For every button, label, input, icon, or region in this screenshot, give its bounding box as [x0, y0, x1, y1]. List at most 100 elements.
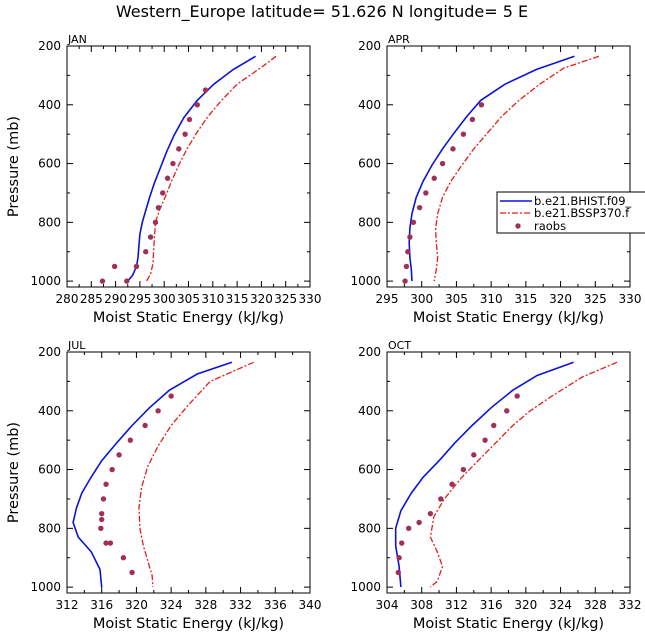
x-tick-label-7: 332: [619, 598, 642, 612]
raobs-point-apr-9: [407, 234, 413, 240]
x-tick-label-0: 280: [56, 292, 79, 306]
raobs-point-jan-2: [186, 116, 193, 123]
raobs-point-jul-4: [116, 452, 122, 458]
x-tick-label-2: 305: [445, 292, 468, 306]
figure-title: Western_Europe latitude= 51.626 N longit…: [116, 2, 528, 22]
y-tick-label-3: 800: [38, 521, 61, 535]
plot-frame-jan: [66, 45, 311, 288]
x-tick-label-6: 325: [584, 292, 607, 306]
x-tick-label-9: 325: [274, 292, 297, 306]
x-tick-label-3: 316: [480, 598, 503, 612]
y-tick-label-4: 1000: [30, 274, 61, 288]
plot-frame-oct: [386, 351, 631, 594]
raobs-point-jan-0: [202, 87, 209, 93]
raobs-point-oct-10: [405, 525, 412, 532]
panel-jan: 280 285 290 295 300 305 310 315 320 325 330 200 400 6…: [6, 33, 321, 326]
raobs-point-jul-7: [100, 496, 107, 502]
raobs-point-jan-11: [143, 249, 149, 255]
raobs-point-oct-2: [491, 422, 497, 429]
raobs-point-apr-2: [460, 131, 467, 137]
raobs-point-jan-6: [164, 175, 171, 181]
x-tick-label-8: 320: [250, 292, 273, 306]
y-tick-label-1: 400: [358, 404, 381, 418]
x-tick-label-1: 316: [90, 598, 113, 612]
y-tick-label-1: 400: [38, 98, 61, 112]
y-tick-label-0: 200: [358, 39, 381, 53]
raobs-point-oct-6: [449, 481, 455, 487]
y-tick-label-3: 800: [358, 215, 381, 229]
panel-title-jul: JUL: [67, 339, 86, 352]
raobs-point-jan-3: [182, 131, 188, 137]
hist-line-oct: [394, 361, 574, 588]
raobs-point-apr-0: [478, 102, 485, 108]
raobs-point-jan-10: [147, 234, 154, 240]
legend-label-hist: b.e21.BHIST.f09_: [534, 194, 632, 208]
raobs-point-jan-4: [176, 146, 182, 152]
x-tick-label-2: 290: [104, 292, 127, 306]
raobs-point-jan-8: [155, 204, 162, 211]
x-tick-label-7: 330: [619, 292, 642, 306]
hist-line-apr: [408, 55, 575, 282]
ssp-line-jul: [138, 361, 254, 588]
x-axis-label: Moist Static Energy (kJ/kg): [413, 310, 604, 326]
raobs-point-jul-3: [127, 437, 134, 443]
panel-oct: 304 308 312 316 320 324 328 332 200 400 600 800 1000…: [350, 339, 641, 632]
x-axis-label: Moist Static Energy (kJ/kg): [413, 616, 604, 632]
raobs-point-apr-10: [405, 249, 411, 255]
y-tick-label-4: 1000: [350, 274, 381, 288]
raobs-point-oct-4: [471, 452, 477, 458]
raobs-point-jan-12: [133, 263, 140, 270]
raobs-point-jan-5: [170, 160, 176, 167]
raobs-point-apr-8: [410, 219, 417, 226]
panel-apr: 295 300 305 310 315 320 325 330 200 400 600 800 1000…: [350, 33, 641, 326]
raobs-point-jul-0: [168, 393, 174, 399]
x-tick-label-1: 308: [410, 598, 433, 612]
raobs-point-jul-13: [120, 555, 127, 561]
y-tick-label-2: 600: [358, 463, 381, 477]
x-tick-label-7: 315: [226, 292, 249, 306]
y-axis-label: Pressure (mb): [6, 116, 22, 217]
hist-line-jan: [127, 55, 257, 282]
y-tick-label-2: 600: [38, 463, 61, 477]
legend-label-ssp: b.e21.BSSP370.f: [534, 206, 630, 220]
raobs-point-jan-13: [124, 278, 130, 284]
x-tick-label-2: 320: [125, 598, 148, 612]
x-tick-label-4: 320: [514, 598, 537, 612]
raobs-point-oct-3: [482, 437, 488, 443]
x-tick-label-6: 336: [264, 598, 287, 612]
legend-swatch-raobs: [515, 223, 521, 229]
raobs-point-jul-14: [129, 569, 135, 576]
x-tick-label-5: 324: [549, 598, 572, 612]
raobs-point-jul-6: [103, 481, 109, 487]
raobs-point-apr-3: [450, 146, 456, 152]
panel-title-apr: APR: [388, 33, 410, 46]
x-tick-label-0: 304: [376, 598, 399, 612]
raobs-point-jul-5: [109, 466, 115, 473]
x-tick-label-3: 295: [128, 292, 151, 306]
raobs-point-apr-5: [431, 175, 437, 181]
y-tick-label-1: 400: [38, 404, 61, 418]
x-tick-label-6: 310: [201, 292, 224, 306]
y-tick-label-4: 1000: [350, 580, 381, 594]
raobs-point-jul-12: [107, 540, 114, 546]
hist-line-jul: [72, 361, 233, 588]
x-tick-label-1: 285: [80, 292, 103, 306]
panel-jul: 312 316 320 324 328 332 336 340 200 400 600 800 1000…: [6, 339, 321, 632]
raobs-point-apr-4: [439, 160, 446, 167]
raobs-point-jan-1: [194, 102, 200, 108]
raobs-point-oct-1: [504, 408, 510, 414]
y-tick-label-2: 600: [38, 157, 61, 171]
y-tick-label-0: 200: [358, 345, 381, 359]
raobs-point-apr-6: [423, 190, 429, 196]
y-tick-label-2: 600: [358, 157, 381, 171]
raobs-point-jul-8: [99, 510, 105, 517]
x-axis-label: Moist Static Energy (kJ/kg): [93, 616, 284, 632]
raobs-point-jan-15: [99, 278, 106, 284]
ssp-line-apr: [433, 55, 600, 282]
raobs-point-jul-11: [103, 540, 109, 546]
y-tick-label-0: 200: [38, 345, 61, 359]
x-tick-label-3: 310: [480, 292, 503, 306]
x-tick-label-7: 340: [299, 598, 322, 612]
raobs-point-apr-12: [402, 278, 408, 284]
